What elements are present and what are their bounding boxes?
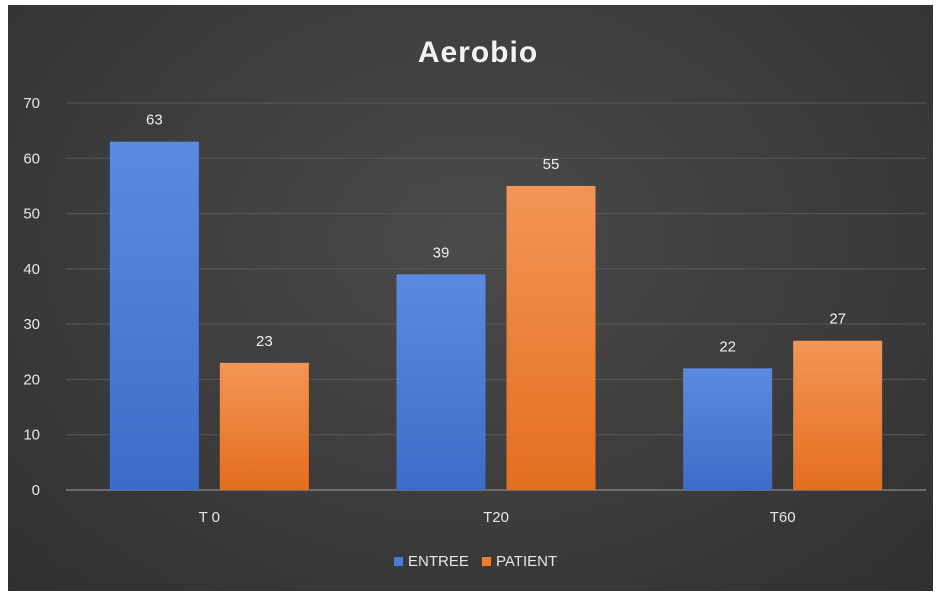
- y-tick-label: 10: [23, 427, 40, 444]
- chart-area: Aerobio 0 10 20 30 40 50 60 70 63 23 39 55 22 27 T 0…: [8, 5, 933, 591]
- legend-swatch-entree: [394, 557, 403, 566]
- bar-entree-1: [396, 274, 486, 490]
- data-label: 22: [719, 338, 736, 355]
- legend-swatch-patient: [482, 557, 491, 566]
- legend-label-entree: ENTREE: [408, 553, 469, 570]
- x-tick-label: T 0: [199, 509, 220, 526]
- bar-patient-1: [506, 185, 596, 490]
- data-label: 27: [829, 311, 846, 328]
- chart-title: Aerobio: [418, 36, 538, 69]
- bar-patient-0: [219, 362, 309, 490]
- bar-patient-2: [793, 340, 883, 490]
- y-tick-label: 30: [23, 316, 40, 333]
- y-tick-label: 50: [23, 206, 40, 223]
- bar-entree-2: [683, 368, 773, 490]
- bar-chart: Aerobio 0 10 20 30 40 50 60 70 63 23 39 55 22 27 T 0…: [23, 36, 926, 570]
- x-tick-label: T60: [770, 509, 796, 526]
- bar-entree-0: [109, 141, 199, 490]
- y-tick-label: 40: [23, 261, 40, 278]
- x-tick-label: T20: [483, 509, 509, 526]
- y-tick-label: 20: [23, 371, 40, 388]
- data-label: 23: [256, 333, 273, 350]
- data-label: 39: [433, 244, 450, 261]
- legend-label-patient: PATIENT: [496, 553, 557, 570]
- y-tick-label: 70: [23, 95, 40, 112]
- y-tick-label: 0: [32, 482, 40, 499]
- data-label: 55: [543, 156, 560, 173]
- data-label: 63: [146, 112, 163, 129]
- y-tick-label: 60: [23, 150, 40, 167]
